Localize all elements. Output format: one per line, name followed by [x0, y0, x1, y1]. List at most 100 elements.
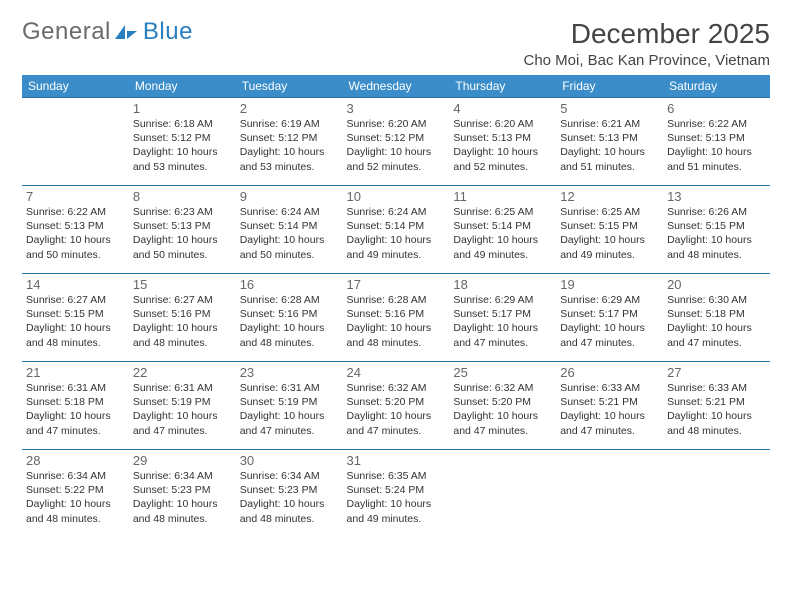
day-cell: 17Sunrise: 6:28 AMSunset: 5:16 PMDayligh… — [343, 274, 450, 362]
daylight-line: Daylight: 10 hours and 47 minutes. — [560, 409, 659, 437]
day-number: 18 — [453, 277, 552, 292]
day-cell: 21Sunrise: 6:31 AMSunset: 5:18 PMDayligh… — [22, 362, 129, 450]
day-header: Tuesday — [236, 75, 343, 98]
daylight-line: Daylight: 10 hours and 47 minutes. — [26, 409, 125, 437]
daylight-line: Daylight: 10 hours and 48 minutes. — [133, 321, 232, 349]
day-info: Sunrise: 6:20 AMSunset: 5:12 PMDaylight:… — [347, 117, 446, 174]
day-number: 17 — [347, 277, 446, 292]
day-info: Sunrise: 6:31 AMSunset: 5:19 PMDaylight:… — [240, 381, 339, 438]
sunrise-line: Sunrise: 6:20 AM — [453, 117, 552, 131]
daylight-line: Daylight: 10 hours and 48 minutes. — [667, 409, 766, 437]
sunset-line: Sunset: 5:16 PM — [133, 307, 232, 321]
sunrise-line: Sunrise: 6:25 AM — [560, 205, 659, 219]
daylight-line: Daylight: 10 hours and 47 minutes. — [453, 321, 552, 349]
day-cell: 30Sunrise: 6:34 AMSunset: 5:23 PMDayligh… — [236, 450, 343, 538]
day-header: Friday — [556, 75, 663, 98]
day-cell: 22Sunrise: 6:31 AMSunset: 5:19 PMDayligh… — [129, 362, 236, 450]
day-cell — [556, 450, 663, 538]
day-cell: 12Sunrise: 6:25 AMSunset: 5:15 PMDayligh… — [556, 186, 663, 274]
title-block: December 2025 Cho Moi, Bac Kan Province,… — [523, 18, 770, 69]
daylight-line: Daylight: 10 hours and 50 minutes. — [240, 233, 339, 261]
day-info: Sunrise: 6:23 AMSunset: 5:13 PMDaylight:… — [133, 205, 232, 262]
sunrise-line: Sunrise: 6:30 AM — [667, 293, 766, 307]
sunset-line: Sunset: 5:21 PM — [560, 395, 659, 409]
sunrise-line: Sunrise: 6:29 AM — [560, 293, 659, 307]
sunrise-line: Sunrise: 6:21 AM — [560, 117, 659, 131]
day-cell: 25Sunrise: 6:32 AMSunset: 5:20 PMDayligh… — [449, 362, 556, 450]
daylight-line: Daylight: 10 hours and 53 minutes. — [240, 145, 339, 173]
daylight-line: Daylight: 10 hours and 53 minutes. — [133, 145, 232, 173]
sunrise-line: Sunrise: 6:35 AM — [347, 469, 446, 483]
day-info: Sunrise: 6:24 AMSunset: 5:14 PMDaylight:… — [347, 205, 446, 262]
sunset-line: Sunset: 5:17 PM — [453, 307, 552, 321]
day-cell: 27Sunrise: 6:33 AMSunset: 5:21 PMDayligh… — [663, 362, 770, 450]
day-cell: 4Sunrise: 6:20 AMSunset: 5:13 PMDaylight… — [449, 98, 556, 186]
daylight-line: Daylight: 10 hours and 47 minutes. — [133, 409, 232, 437]
sunset-line: Sunset: 5:12 PM — [240, 131, 339, 145]
sunset-line: Sunset: 5:12 PM — [133, 131, 232, 145]
week-row: 1Sunrise: 6:18 AMSunset: 5:12 PMDaylight… — [22, 98, 770, 186]
sunrise-line: Sunrise: 6:18 AM — [133, 117, 232, 131]
day-header: Thursday — [449, 75, 556, 98]
day-cell: 9Sunrise: 6:24 AMSunset: 5:14 PMDaylight… — [236, 186, 343, 274]
day-info: Sunrise: 6:26 AMSunset: 5:15 PMDaylight:… — [667, 205, 766, 262]
day-info: Sunrise: 6:34 AMSunset: 5:23 PMDaylight:… — [240, 469, 339, 526]
day-number: 1 — [133, 101, 232, 116]
calendar-body: 1Sunrise: 6:18 AMSunset: 5:12 PMDaylight… — [22, 98, 770, 538]
sunset-line: Sunset: 5:19 PM — [133, 395, 232, 409]
day-cell: 11Sunrise: 6:25 AMSunset: 5:14 PMDayligh… — [449, 186, 556, 274]
day-number: 21 — [26, 365, 125, 380]
day-cell: 3Sunrise: 6:20 AMSunset: 5:12 PMDaylight… — [343, 98, 450, 186]
sunset-line: Sunset: 5:21 PM — [667, 395, 766, 409]
sunset-line: Sunset: 5:13 PM — [26, 219, 125, 233]
sunrise-line: Sunrise: 6:33 AM — [560, 381, 659, 395]
header: General Blue December 2025 Cho Moi, Bac … — [22, 18, 770, 69]
day-cell: 20Sunrise: 6:30 AMSunset: 5:18 PMDayligh… — [663, 274, 770, 362]
day-number: 30 — [240, 453, 339, 468]
day-number: 9 — [240, 189, 339, 204]
sunset-line: Sunset: 5:23 PM — [133, 483, 232, 497]
day-cell: 8Sunrise: 6:23 AMSunset: 5:13 PMDaylight… — [129, 186, 236, 274]
daylight-line: Daylight: 10 hours and 52 minutes. — [453, 145, 552, 173]
sunset-line: Sunset: 5:20 PM — [453, 395, 552, 409]
sunrise-line: Sunrise: 6:24 AM — [347, 205, 446, 219]
day-number: 13 — [667, 189, 766, 204]
day-info: Sunrise: 6:29 AMSunset: 5:17 PMDaylight:… — [560, 293, 659, 350]
day-cell: 16Sunrise: 6:28 AMSunset: 5:16 PMDayligh… — [236, 274, 343, 362]
day-cell: 29Sunrise: 6:34 AMSunset: 5:23 PMDayligh… — [129, 450, 236, 538]
day-number: 2 — [240, 101, 339, 116]
day-info: Sunrise: 6:31 AMSunset: 5:19 PMDaylight:… — [133, 381, 232, 438]
day-info: Sunrise: 6:33 AMSunset: 5:21 PMDaylight:… — [560, 381, 659, 438]
sunrise-line: Sunrise: 6:27 AM — [133, 293, 232, 307]
day-number: 20 — [667, 277, 766, 292]
day-number: 3 — [347, 101, 446, 116]
sunrise-line: Sunrise: 6:34 AM — [240, 469, 339, 483]
daylight-line: Daylight: 10 hours and 49 minutes. — [560, 233, 659, 261]
sunset-line: Sunset: 5:18 PM — [26, 395, 125, 409]
logo-word1: General — [22, 18, 111, 46]
daylight-line: Daylight: 10 hours and 48 minutes. — [667, 233, 766, 261]
sunset-line: Sunset: 5:13 PM — [560, 131, 659, 145]
sunrise-line: Sunrise: 6:23 AM — [133, 205, 232, 219]
sunset-line: Sunset: 5:15 PM — [560, 219, 659, 233]
day-cell: 28Sunrise: 6:34 AMSunset: 5:22 PMDayligh… — [22, 450, 129, 538]
day-number: 28 — [26, 453, 125, 468]
day-number: 23 — [240, 365, 339, 380]
day-info: Sunrise: 6:22 AMSunset: 5:13 PMDaylight:… — [26, 205, 125, 262]
month-title: December 2025 — [523, 18, 770, 50]
day-number: 19 — [560, 277, 659, 292]
sunrise-line: Sunrise: 6:24 AM — [240, 205, 339, 219]
day-number: 24 — [347, 365, 446, 380]
day-info: Sunrise: 6:35 AMSunset: 5:24 PMDaylight:… — [347, 469, 446, 526]
sunrise-line: Sunrise: 6:32 AM — [453, 381, 552, 395]
daylight-line: Daylight: 10 hours and 52 minutes. — [347, 145, 446, 173]
day-info: Sunrise: 6:29 AMSunset: 5:17 PMDaylight:… — [453, 293, 552, 350]
daylight-line: Daylight: 10 hours and 48 minutes. — [240, 321, 339, 349]
week-row: 14Sunrise: 6:27 AMSunset: 5:15 PMDayligh… — [22, 274, 770, 362]
daylight-line: Daylight: 10 hours and 48 minutes. — [26, 321, 125, 349]
logo-word2: Blue — [143, 18, 193, 46]
sunset-line: Sunset: 5:23 PM — [240, 483, 339, 497]
sail-icon — [113, 23, 139, 41]
day-info: Sunrise: 6:33 AMSunset: 5:21 PMDaylight:… — [667, 381, 766, 438]
day-number: 16 — [240, 277, 339, 292]
